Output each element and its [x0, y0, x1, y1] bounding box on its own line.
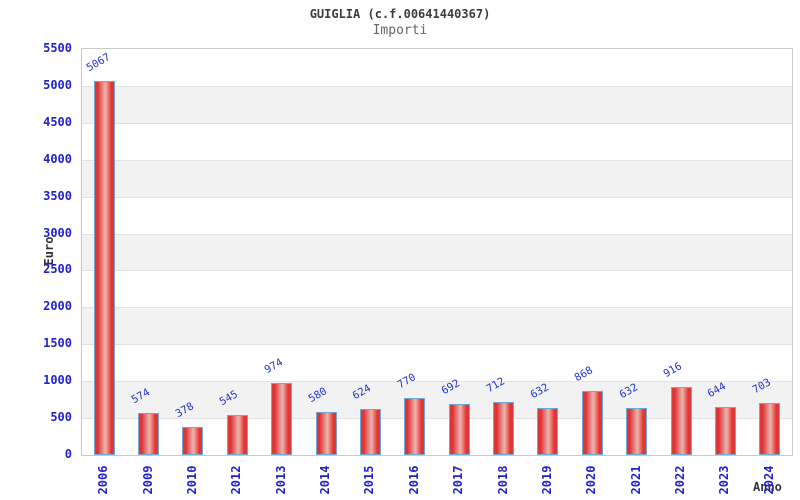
bar-2017 [448, 403, 470, 455]
y-axis-tick-label: 4000 [43, 151, 72, 166]
y-gridline [82, 344, 792, 346]
y-gridline [82, 381, 792, 383]
x-axis-tick-label: 2016 [406, 465, 421, 495]
y-gridline [82, 270, 792, 272]
background-band [82, 233, 792, 271]
y-axis-tick-label: 4500 [43, 114, 72, 129]
bar-2006 [93, 80, 115, 455]
bar-2013 [271, 383, 293, 455]
bar-2014 [315, 412, 337, 455]
x-axis-tick-label: 2014 [318, 465, 333, 495]
background-band [82, 196, 792, 234]
background-band [82, 85, 792, 123]
y-axis-tick-label: 0 [64, 447, 72, 461]
background-band [82, 122, 792, 160]
y-gridline [82, 418, 792, 420]
y-gridline [82, 159, 792, 161]
y-gridline [82, 85, 792, 87]
x-axis-tick-label: 2013 [273, 465, 288, 495]
bar-2019 [537, 408, 559, 455]
y-axis-tick-label: 1500 [43, 336, 72, 351]
x-axis-tick-label: 2018 [495, 465, 510, 495]
y-gridline [82, 122, 792, 124]
background-band [82, 344, 792, 382]
bar-2016 [404, 398, 426, 455]
background-band [82, 270, 792, 308]
x-axis-tick-label: 2015 [362, 465, 377, 495]
chart-title: GUIGLIA (c.f.00641440367) [309, 7, 491, 21]
x-axis-tick-label: 2024 [761, 465, 776, 495]
x-axis-tick-label: 2021 [628, 465, 643, 495]
y-axis-tick-label: 3500 [43, 188, 72, 203]
bar-2022 [670, 387, 692, 455]
bar-2015 [359, 408, 381, 455]
y-axis-tick-label: 3000 [43, 225, 72, 240]
bar-2018 [493, 402, 515, 455]
y-gridline [82, 196, 792, 198]
y-axis-tick-label: 1000 [43, 373, 72, 388]
bar-2021 [626, 408, 648, 455]
y-gridline [82, 307, 792, 309]
x-axis-tick-label: 2010 [184, 465, 199, 495]
bar-2010 [182, 427, 204, 455]
bar-2023 [714, 407, 736, 455]
y-axis-tick-label: 2000 [43, 299, 72, 314]
bar-2012 [226, 414, 248, 455]
y-gridline [82, 233, 792, 235]
x-axis-tick-label: 2020 [584, 465, 599, 495]
x-axis-tick-label: 2017 [451, 465, 466, 495]
background-band [82, 49, 792, 86]
bar-2020 [581, 390, 603, 455]
y-axis-tick-label: 5000 [43, 77, 72, 92]
background-band [82, 159, 792, 197]
chart-subtitle: Importi [372, 23, 428, 38]
background-band [82, 307, 792, 345]
y-axis-tick-label: 5500 [43, 41, 72, 55]
y-axis-tick-label: 500 [50, 410, 72, 425]
bar-2009 [138, 412, 160, 455]
x-axis-tick-label: 2019 [539, 465, 554, 495]
plot-area [81, 48, 793, 456]
x-axis-tick-label: 2006 [96, 465, 111, 495]
x-axis-tick-label: 2009 [140, 465, 155, 495]
y-axis-tick-label: 2500 [43, 262, 72, 277]
x-axis-tick-label: 2023 [717, 465, 732, 495]
x-axis-tick-label: 2012 [229, 465, 244, 495]
bar-2024 [759, 403, 781, 455]
x-axis-tick-label: 2022 [673, 465, 688, 495]
x-axis-title: Anno [753, 480, 782, 494]
